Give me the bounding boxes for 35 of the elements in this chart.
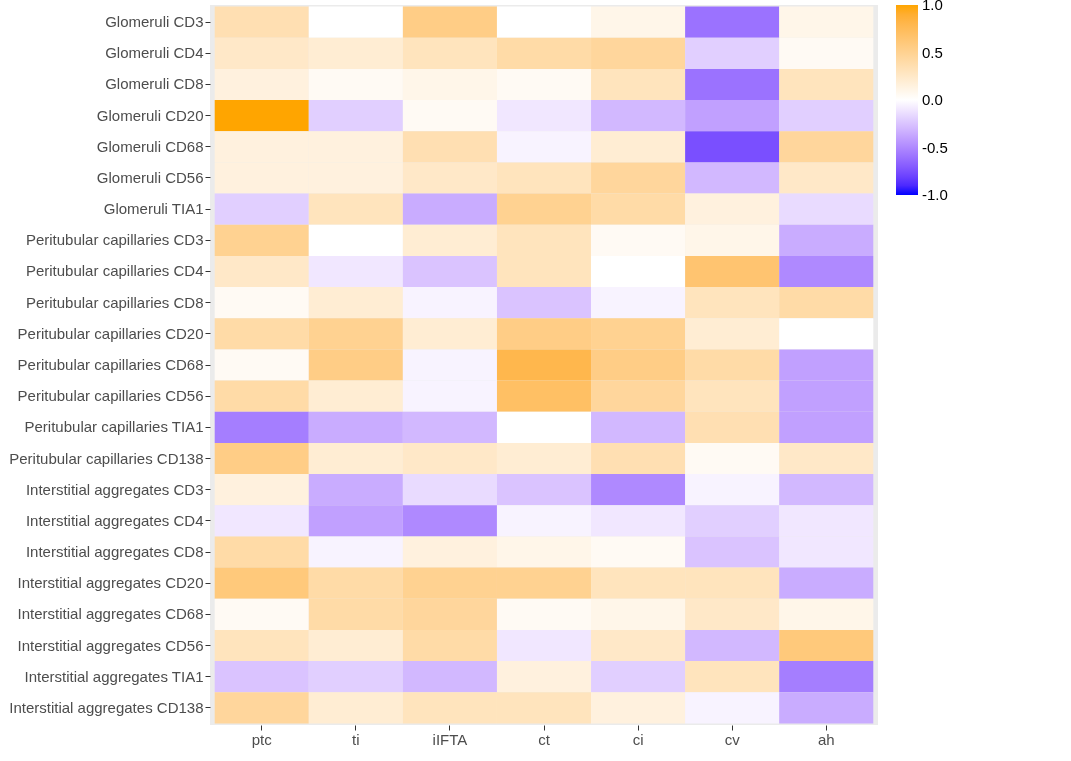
y-tick-label: Interstitial aggregates CD8 xyxy=(25,543,204,561)
y-tick-label: Peritubular capillaries CD4 xyxy=(25,262,204,280)
y-tick-label: Glomeruli CD68 xyxy=(96,137,204,155)
y-tick-label: Glomeruli CD20 xyxy=(96,106,204,124)
x-tick-label: iIFTA xyxy=(432,730,468,748)
y-tick-label: Peritubular capillaries CD8 xyxy=(25,293,204,311)
y-tick-label: Glomeruli CD56 xyxy=(96,168,204,186)
x-tick-label: cv xyxy=(724,730,741,748)
color-bar-label: 0.0 xyxy=(922,91,943,108)
y-tick-label: Interstitial aggregates CD20 xyxy=(17,574,204,592)
y-tick-label: Interstitial aggregates CD56 xyxy=(17,636,204,654)
y-tick-label: Interstitial aggregates CD3 xyxy=(25,480,204,498)
x-tick-label: ptc xyxy=(251,730,273,748)
y-tick-label: Peritubular capillaries CD20 xyxy=(17,324,204,342)
x-tick-label: ci xyxy=(632,730,644,748)
y-tick-label: Glomeruli CD4 xyxy=(105,44,204,62)
y-tick-label: Peritubular capillaries CD68 xyxy=(17,356,204,373)
y-tick-label: Interstitial aggregates TIA1 xyxy=(24,667,204,685)
color-bar-label: 1.0 xyxy=(922,0,943,13)
color-bar-label: -1.0 xyxy=(922,186,948,203)
y-tick-label: Glomeruli CD8 xyxy=(105,75,204,93)
x-tick-label: ti xyxy=(352,730,360,748)
y-tick-label: Peritubular capillaries TIA1 xyxy=(24,418,204,436)
color-bar-label: -0.5 xyxy=(922,138,948,156)
y-tick-label: Interstitial aggregates CD138 xyxy=(9,698,204,716)
y-tick-label: Peritubular capillaries CD3 xyxy=(25,231,204,249)
y-tick-label: Peritubular capillaries CD138 xyxy=(9,449,204,467)
color-bar-label: 0.5 xyxy=(922,43,943,61)
y-tick-label: Glomeruli CD3 xyxy=(105,13,204,31)
x-tick-label: ct xyxy=(538,730,551,748)
y-tick-label: Glomeruli TIA1 xyxy=(103,200,204,218)
x-tick-label: ah xyxy=(817,730,835,748)
y-tick-label: Interstitial aggregates CD68 xyxy=(17,605,204,623)
y-tick-label: Peritubular capillaries CD56 xyxy=(17,387,204,405)
y-tick-label: Interstitial aggregates CD4 xyxy=(25,511,204,529)
